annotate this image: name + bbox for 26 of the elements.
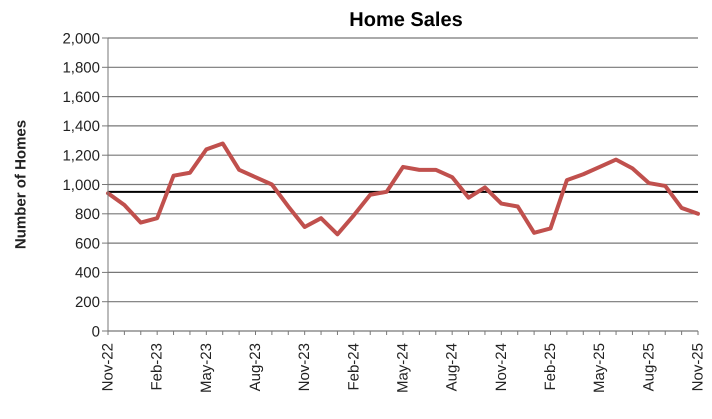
x-tick-label: Nov-25: [690, 343, 706, 392]
x-tick-label: May-25: [591, 343, 608, 394]
y-tick-label: 1,200: [62, 148, 100, 165]
y-tick-label: 600: [74, 235, 100, 252]
y-tick-label: 1,000: [62, 176, 100, 194]
x-tick-label: Aug-24: [444, 343, 461, 392]
y-axis-title: Number of Homes: [12, 120, 30, 250]
x-tick-label: Nov-23: [296, 343, 314, 392]
x-tick-label: Feb-24: [345, 343, 362, 391]
y-tick-label: 0: [92, 323, 100, 340]
x-tick-label: May-23: [198, 343, 215, 394]
x-tick-label: May-24: [394, 343, 412, 394]
x-tick-label: Nov-24: [492, 343, 510, 392]
x-tick-label: Nov-22: [100, 343, 116, 392]
y-tick-label: 1,800: [62, 60, 100, 77]
x-tick-label: Aug-25: [640, 343, 658, 392]
y-tick-label: 200: [74, 294, 100, 312]
x-tick-label: Feb-25: [542, 343, 559, 391]
x-tick-label: Aug-23: [247, 343, 264, 392]
y-tick-label: 1,600: [62, 88, 100, 106]
y-tick-label: 1,400: [62, 118, 100, 136]
y-tick-label: 800: [74, 206, 100, 224]
y-tick-label: 400: [74, 264, 100, 282]
x-tick-label: Feb-23: [148, 343, 166, 391]
chart-title: Home Sales: [348, 8, 464, 32]
y-tick-label: 2,000: [62, 30, 100, 48]
